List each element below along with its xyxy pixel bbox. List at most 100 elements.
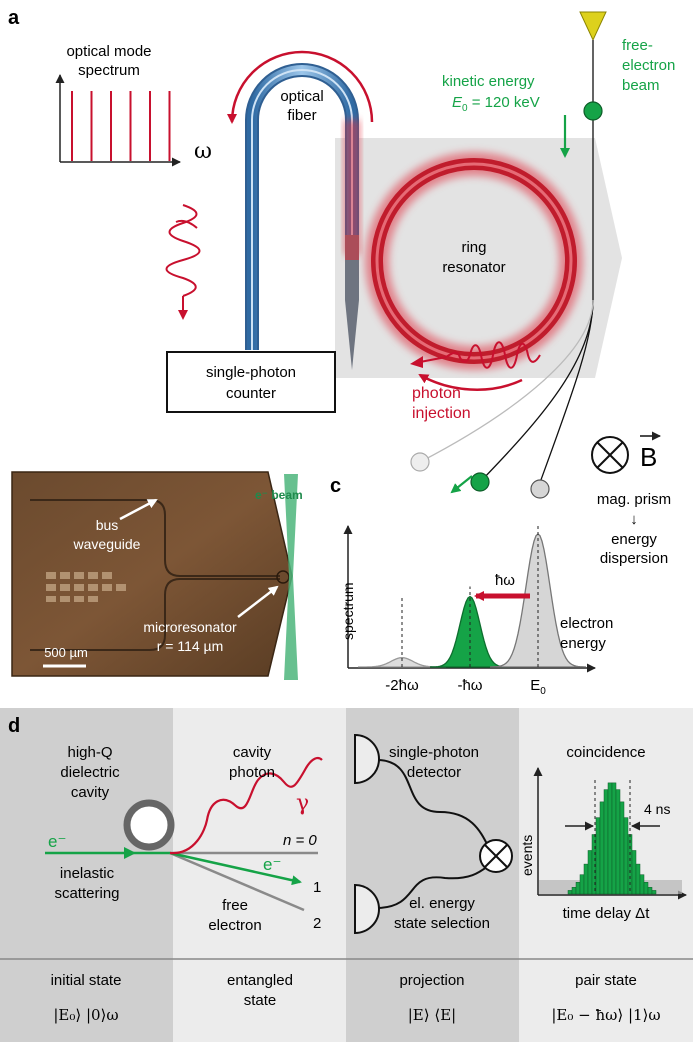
hist-bar xyxy=(575,882,581,895)
hist-bar xyxy=(631,850,637,895)
micro-arrow xyxy=(237,585,279,618)
magnetic-prism: B xyxy=(591,431,661,474)
tick-e0: E0 xyxy=(530,677,546,697)
optical-mode-spectrum: optical mode spectrum ω xyxy=(55,43,212,167)
fiber-direction-arrow xyxy=(227,50,374,124)
electron-spectrum-chart xyxy=(343,524,596,673)
detector-label-line2: detector xyxy=(407,764,461,781)
beam-label-line2: electron xyxy=(622,57,675,74)
photon-detector-icon xyxy=(354,733,380,785)
selection-label-line1: el. energy xyxy=(409,895,475,912)
photon-injection-wave xyxy=(410,341,541,391)
counter-label-line2: counter xyxy=(226,385,276,402)
beam-label-line3: beam xyxy=(622,77,660,94)
kinetic-label-line2: E0 = 120 keV xyxy=(452,94,540,114)
spectrum-peaks xyxy=(358,524,587,668)
peak-minus-hw xyxy=(429,595,511,668)
n2-label: 2 xyxy=(313,915,321,932)
hist-bar xyxy=(623,817,629,895)
hist-bar xyxy=(587,850,593,895)
photon-detector-cable xyxy=(378,759,489,847)
fiber-label-line1: optical xyxy=(280,88,323,105)
ebeam-cone xyxy=(284,474,298,680)
cavity-label-line1: high-Q xyxy=(67,744,112,761)
ring-resonator xyxy=(365,152,583,370)
electron-beam xyxy=(410,11,607,499)
ring-label-line1: ring xyxy=(461,239,486,256)
selection-label-line2: state selection xyxy=(394,915,490,932)
footer-projection-title: projection xyxy=(399,972,464,989)
fiber-label-line2: fiber xyxy=(287,107,316,124)
hist-bar xyxy=(647,887,653,895)
footer-pair-formula: |E₀ − ħω⟩ |1⟩ω xyxy=(551,1006,660,1024)
hist-bar xyxy=(571,887,577,895)
tick-minus-hw: -ħω xyxy=(457,677,482,694)
scale-label: 500 µm xyxy=(44,645,88,660)
hist-bar xyxy=(583,863,589,895)
e-in-label: e⁻ xyxy=(48,832,66,851)
injection-label-line1: photon xyxy=(412,385,461,402)
hist-bar xyxy=(567,890,573,895)
free-label-line2: electron xyxy=(208,917,261,934)
photon-wavepacket-down xyxy=(165,204,201,320)
e-out-label: e⁻ xyxy=(263,855,281,874)
optical-fiber xyxy=(245,63,360,370)
tick-minus-2hw: -2ħω xyxy=(385,677,419,694)
prism-label-line3: dispersion xyxy=(600,550,668,567)
hist-xlabel: time delay Δt xyxy=(563,905,651,922)
inelastic-label-line2: scattering xyxy=(54,885,119,902)
bus-label-line2: waveguide xyxy=(73,536,141,552)
micro-label-line1: microresonator xyxy=(143,619,237,635)
hist-bar xyxy=(579,874,585,895)
footer-entangled-line1: entangled xyxy=(227,972,293,989)
ebeam-label: e⁻ beam xyxy=(255,488,303,502)
path-n2 xyxy=(169,851,305,912)
c-xlabel-line2: energy xyxy=(560,635,606,652)
footer-initial-title: initial state xyxy=(51,972,122,989)
chip-micrograph xyxy=(8,470,298,680)
photon-label-line2: photon xyxy=(229,764,275,781)
hist-bar xyxy=(607,782,613,895)
bus-arrow xyxy=(119,498,158,521)
prism-label-line1: mag. prism xyxy=(597,491,671,508)
electron-gun-icon xyxy=(579,11,607,42)
free-label-line1: free xyxy=(222,897,248,914)
n1-label: 1 xyxy=(313,879,321,896)
inelastic-label-line1: inelastic xyxy=(60,865,115,882)
footer-pair-title: pair state xyxy=(575,972,637,989)
electron-detector-cable xyxy=(378,865,489,909)
panel-c-label: c xyxy=(330,475,341,497)
path-n1 xyxy=(169,851,302,886)
width-label: 4 ns xyxy=(644,801,670,817)
electron-high-energy-icon xyxy=(530,479,550,499)
d-column-entangled xyxy=(173,708,346,1042)
mode-lines xyxy=(71,91,171,161)
counter-label-line1: single-photon xyxy=(206,364,296,381)
c-xlabel-line1: electron xyxy=(560,615,613,632)
coincidence-title: coincidence xyxy=(566,744,645,761)
kinetic-symbol-sub: 0 xyxy=(462,103,468,114)
prism-arrow: ↓ xyxy=(630,511,638,528)
coincidence-histogram xyxy=(533,767,687,900)
hist-bar xyxy=(611,782,617,895)
hist-bar xyxy=(651,890,657,895)
footer-initial-formula: |E₀⟩ |0⟩ω xyxy=(53,1006,118,1024)
electron-detector-icon xyxy=(354,883,380,935)
detector-label-line1: single-photon xyxy=(389,744,479,761)
hist-bar xyxy=(639,874,645,895)
micro-label-line2: r = 114 µm xyxy=(157,638,224,654)
photon-label-line1: cavity xyxy=(233,744,272,761)
c-ylabel: spectrum xyxy=(340,582,356,640)
hist-bar xyxy=(635,863,641,895)
hist-bar xyxy=(643,882,649,895)
hist-bar xyxy=(619,801,625,895)
b-field-label: B xyxy=(640,442,657,472)
dielectric-cavity-icon xyxy=(123,799,175,851)
hist-bar xyxy=(599,801,605,895)
cavity-label-line2: dielectric xyxy=(60,764,120,781)
d-column-initial xyxy=(0,708,173,1042)
hist-bar xyxy=(595,817,601,895)
electron-double-loss-icon xyxy=(410,452,430,472)
kinetic-value: = 120 keV xyxy=(468,94,540,111)
panel-a-label: a xyxy=(8,7,20,29)
